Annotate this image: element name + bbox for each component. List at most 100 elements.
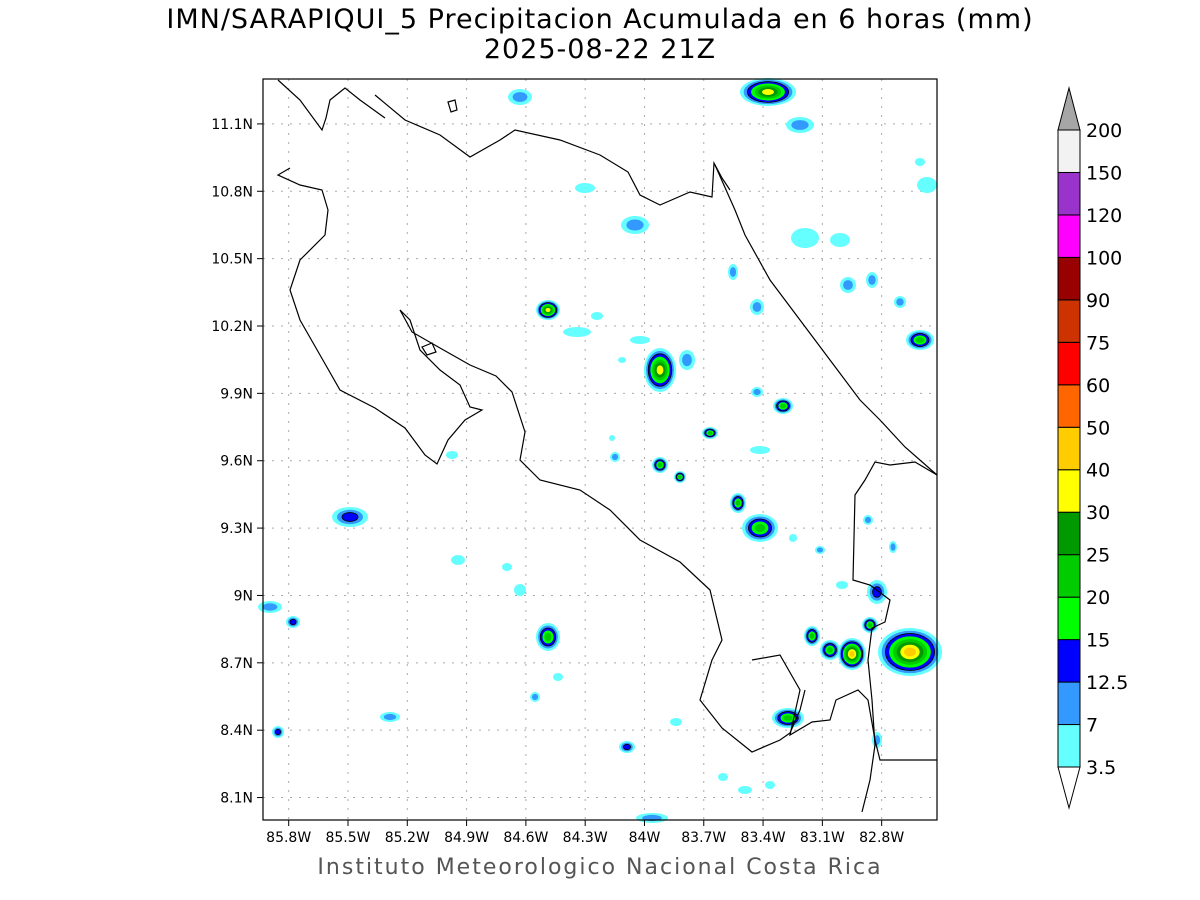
coastline-pacific <box>276 167 484 465</box>
tick-label-lon: 84.9W <box>444 830 489 846</box>
precip-contour <box>915 158 925 166</box>
precip-contour <box>575 183 595 193</box>
colorbar-label: 75 <box>1086 332 1110 354</box>
coastlines <box>276 79 938 813</box>
precip-contour <box>868 275 876 285</box>
precip-cell <box>610 452 620 462</box>
colorbar-swatch <box>1057 639 1081 683</box>
precip-contour <box>545 307 551 313</box>
precip-cell <box>630 336 650 344</box>
border-nicaragua <box>374 94 731 206</box>
colorbar-label: 100 <box>1086 247 1122 269</box>
border-panama <box>852 461 938 813</box>
tick-label-lon: 85.5W <box>325 830 370 846</box>
coastline-caribbean <box>714 164 938 476</box>
precip-cell <box>866 272 878 288</box>
precip-cell <box>621 216 649 234</box>
map-title: IMN/SARAPIQUI_5 Precipitacion Acumulada … <box>166 4 1034 35</box>
precip-contour <box>750 446 770 454</box>
tick-label-lon: 83.7W <box>681 830 726 846</box>
colorbar-label: 7 <box>1086 715 1098 737</box>
tick-label-lon: 83.1W <box>800 830 845 846</box>
precip-cell <box>618 357 626 363</box>
precip-cell <box>728 264 738 280</box>
precip-cell <box>863 515 873 525</box>
precip-cell <box>609 435 615 441</box>
colorbar-swatch <box>1057 724 1081 768</box>
colorbar-label: 20 <box>1086 587 1110 609</box>
precip-cell <box>862 617 878 633</box>
precip-contour <box>618 357 626 363</box>
tick-label-lat: 8.7N <box>220 656 253 672</box>
precip-contour <box>791 228 819 248</box>
precip-contour <box>611 453 619 461</box>
tick-label-lat: 10.5N <box>211 252 253 268</box>
precip-contour <box>783 715 793 721</box>
tick-label-lat: 9.3N <box>220 521 253 537</box>
gridlines <box>263 79 937 820</box>
colorbar-label: 3.5 <box>1086 757 1116 779</box>
coastline-osa <box>751 654 937 761</box>
precip-contour <box>890 543 896 551</box>
precip-contour <box>765 781 775 789</box>
precip-contour <box>678 475 682 479</box>
colorbar-label: 120 <box>1086 205 1122 227</box>
precip-cell <box>894 296 906 308</box>
colorbar-label: 200 <box>1086 120 1122 142</box>
colorbar-label: 12.5 <box>1086 672 1128 694</box>
precip-cell <box>915 158 925 166</box>
colorbar-label: 15 <box>1086 630 1110 652</box>
map-frame <box>262 78 938 821</box>
precip-contour <box>553 673 563 681</box>
precip-cell <box>791 228 819 248</box>
precip-contour <box>780 403 786 409</box>
tick-label-lat: 9N <box>234 588 253 604</box>
precip-cell <box>878 628 942 676</box>
precip-cell <box>773 398 793 414</box>
precip-contour <box>531 693 539 701</box>
precip-cell <box>730 493 746 513</box>
precip-cell <box>591 312 603 320</box>
precip-contour <box>735 500 741 506</box>
precip-cell <box>446 451 458 459</box>
colorbar-label: 30 <box>1086 502 1110 524</box>
precip-cell <box>840 277 856 293</box>
tick-label-lat: 11.1N <box>211 117 253 133</box>
colorbar-label: 60 <box>1086 375 1110 397</box>
tick-label-lon: 85.2W <box>385 830 430 846</box>
precip-contour <box>754 524 766 532</box>
precip-contour <box>752 302 762 312</box>
precip-cell <box>644 348 676 392</box>
precip-contour <box>827 647 833 653</box>
precip-cell <box>652 457 668 473</box>
tick-label-lon: 84W <box>629 830 661 846</box>
precip-cell <box>380 712 400 722</box>
precip-contour <box>262 603 278 611</box>
precip-contour <box>738 786 752 794</box>
coastline-nicaragua-north <box>277 79 386 132</box>
colorbar-swatch <box>1057 214 1081 258</box>
precip-contour <box>707 431 713 435</box>
precip-contour <box>544 633 552 641</box>
precip-cell <box>786 117 814 133</box>
precip-contour <box>789 534 797 542</box>
precip-contour <box>867 622 873 628</box>
precip-contour <box>670 718 682 726</box>
precip-contour <box>341 512 359 522</box>
precip-contour <box>682 353 692 367</box>
colorbar-swatch <box>1057 511 1081 556</box>
tick-label-lon: 84.3W <box>563 830 608 846</box>
colorbar-swatch <box>1057 341 1081 386</box>
precip-contour <box>718 773 728 781</box>
precip-cell <box>258 601 282 613</box>
coastline-gulf-nicoya <box>399 309 806 753</box>
precip-contour <box>872 586 882 598</box>
precip-cell <box>751 387 763 397</box>
colorbar-swatch <box>1057 129 1081 173</box>
colorbar: 3.5 7 12.5 15 20 25 30 40 50 60 75 90 100 120 150 200 <box>1057 86 1128 810</box>
precip-cell <box>789 534 797 542</box>
tick-label-lat: 9.9N <box>220 386 253 402</box>
precip-cell <box>820 640 840 660</box>
